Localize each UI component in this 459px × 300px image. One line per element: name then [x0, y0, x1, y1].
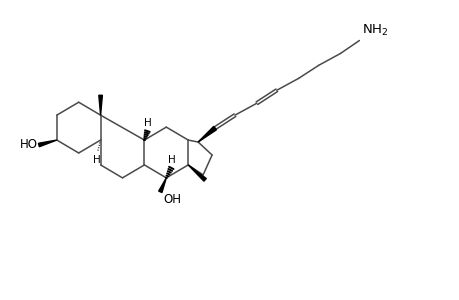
- Text: H: H: [168, 155, 176, 165]
- Polygon shape: [188, 165, 206, 181]
- Text: HO: HO: [19, 138, 37, 151]
- Polygon shape: [158, 178, 166, 193]
- Text: OH: OH: [163, 193, 181, 206]
- Text: H: H: [93, 155, 100, 165]
- Text: NH$_2$: NH$_2$: [362, 23, 388, 38]
- Polygon shape: [198, 126, 216, 142]
- Polygon shape: [38, 140, 56, 147]
- Polygon shape: [99, 95, 102, 115]
- Text: H: H: [143, 118, 151, 128]
